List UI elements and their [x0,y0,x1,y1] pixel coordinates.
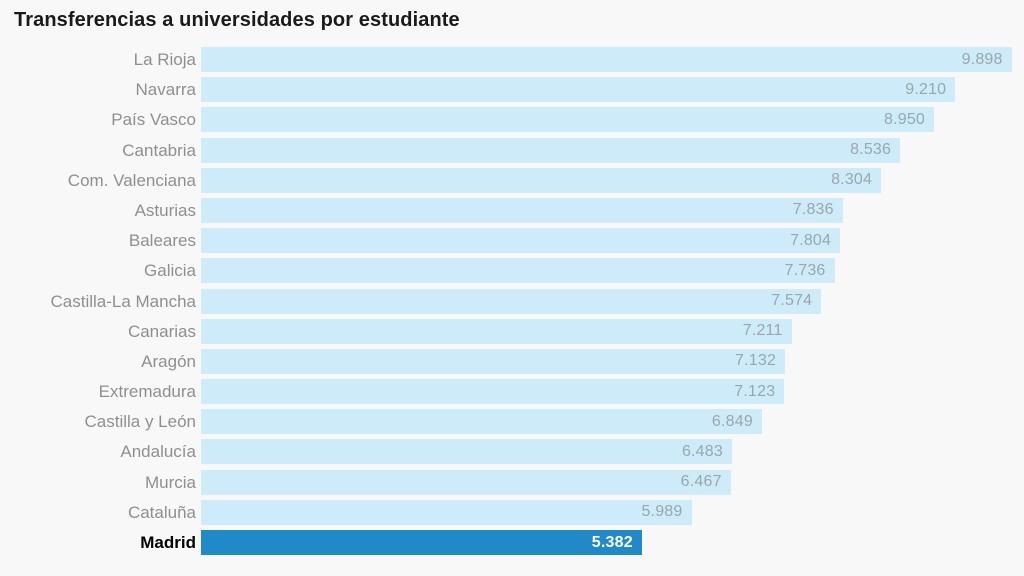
bar-row: Andalucía 6.483 [0,439,1024,465]
category-label: Baleares [128,231,196,251]
bar-value-label: 6.467 [680,473,722,491]
bar-track: 7.123 [201,379,1024,405]
bar: 7.736 [201,258,835,284]
bar-track: 7.736 [201,258,1024,284]
bar-track: 7.804 [201,228,1024,254]
bar-track: 7.211 [201,318,1024,344]
bar-row: Castilla y León 6.849 [0,409,1024,435]
bar-row: Madrid 5.382 [0,530,1024,555]
bar-row: Extremadura 7.123 [0,379,1024,405]
bar-row: Canarias 7.211 [0,318,1024,344]
bar-row: Galicia 7.736 [0,258,1024,284]
bar: 6.483 [201,439,732,465]
bar-track: 7.836 [201,197,1024,223]
bar-row: Com. Valenciana 8.304 [0,167,1024,193]
category-label: Madrid [140,533,196,552]
bar-track: 7.132 [201,348,1024,374]
bar-track: 6.467 [201,469,1024,495]
bar-row: Baleares 7.804 [0,228,1024,254]
bar-value-label: 6.849 [711,412,753,430]
bar: 8.950 [201,107,935,133]
bar-value-label: 7.736 [784,261,826,279]
bar: 7.574 [201,288,822,314]
bar: 8.304 [201,167,882,193]
category-label: Navarra [135,80,196,100]
bar-track: 8.950 [201,107,1024,133]
bar: 5.382 [201,530,642,555]
category-label: País Vasco [111,110,196,130]
bar-row: Asturias 7.836 [0,197,1024,223]
category-label: Canarias [127,321,196,341]
bar-track: 8.304 [201,167,1024,193]
category-label: Andalucía [120,442,196,462]
bar-value-label: 8.536 [850,141,892,159]
category-label: Aragón [141,351,196,371]
bar-track: 9.898 [201,47,1024,72]
bar-value-label: 7.211 [742,322,783,340]
bar-value-label: 8.304 [831,171,873,189]
bar: 7.804 [201,228,841,254]
bar: 7.211 [201,318,792,344]
bar-value-label: 7.574 [771,292,813,309]
bar: 9.898 [201,47,1012,72]
bar-row: Cataluña 5.989 [0,499,1024,525]
category-label: Cataluña [127,502,196,522]
bar-track: 9.210 [201,77,1024,103]
category-label: Asturias [134,200,196,220]
category-label: Castilla y León [84,412,196,432]
bar-value-label: 5.989 [641,503,683,521]
bar-value-label: 7.123 [734,382,776,400]
bar-row: Murcia 6.467 [0,469,1024,495]
category-label: Extremadura [98,382,196,402]
category-label: Murcia [144,472,196,492]
bar-row: Navarra 9.210 [0,77,1024,103]
bar-track: 6.483 [201,439,1024,465]
bar-value-label: 6.483 [681,442,723,460]
bar-value-label: 5.382 [591,533,633,551]
bar: 7.123 [201,379,785,405]
page-title: Transferencias a universidades por estud… [14,9,460,31]
category-label: Cantabria [122,140,196,160]
bar-row: La Rioja 9.898 [0,47,1024,72]
bar-track: 5.989 [201,499,1024,525]
category-label: Galicia [144,261,196,281]
bar-value-label: 7.804 [790,231,832,249]
bar-value-label: 9.210 [905,80,947,98]
bar-value-label: 7.836 [792,201,834,219]
bar: 6.467 [201,469,731,495]
bar: 5.989 [201,499,692,525]
bar-track: 8.536 [201,137,1024,163]
bar: 7.836 [201,197,843,223]
bar: 7.132 [201,348,786,374]
bar: 6.849 [201,409,762,435]
bar: 8.536 [201,137,901,163]
bar-track: 6.849 [201,409,1024,435]
category-label: Com. Valenciana [67,170,196,190]
category-label: La Rioja [133,50,196,69]
bar-value-label: 9.898 [961,50,1003,68]
bar: 9.210 [201,77,956,103]
category-label: Castilla-La Mancha [50,291,196,311]
bar-track: 5.382 [201,530,1024,555]
bar-row: País Vasco 8.950 [0,107,1024,133]
bar-row: Aragón 7.132 [0,348,1024,374]
bar-value-label: 7.132 [735,352,777,370]
bar-row: Cantabria 8.536 [0,137,1024,163]
bar-track: 7.574 [201,288,1024,314]
bar-value-label: 8.950 [883,110,926,128]
bar-chart: La Rioja 9.898 Navarra 9.210 País Vasco 8.950… [0,47,1024,555]
bar-row: Castilla-La Mancha 7.574 [0,288,1024,314]
